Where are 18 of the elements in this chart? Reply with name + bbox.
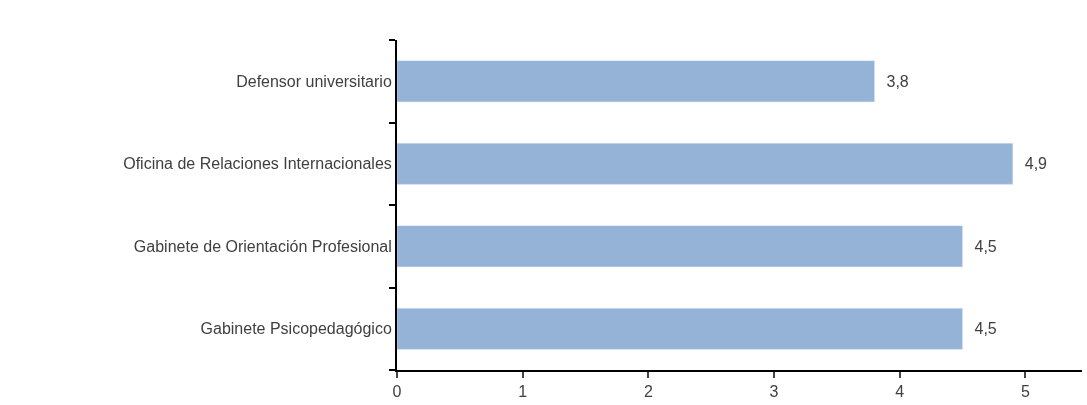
data-label: 4,5	[965, 237, 997, 255]
x-tick-label: 1	[518, 383, 528, 401]
data-label: 4,5	[965, 320, 997, 338]
y-tick-label: Oficina de Relaciones Internacionales	[123, 155, 392, 173]
x-tick-label: 4	[895, 383, 905, 401]
bar	[397, 225, 963, 268]
data-label: 4,9	[1015, 155, 1048, 173]
bar	[397, 142, 1014, 185]
x-tick-label: 3	[769, 383, 779, 401]
y-tick-label: Gabinete Psicopedagógico	[200, 320, 392, 338]
x-tick-label: 0	[392, 383, 402, 401]
bar	[397, 60, 875, 103]
x-tick-label: 5	[1020, 383, 1030, 401]
bar	[397, 307, 963, 350]
x-tick-label: 2	[643, 383, 653, 401]
y-tick-label: Gabinete de Orientación Profesional	[133, 237, 392, 255]
y-tick-label: Defensor universitario	[236, 72, 392, 90]
data-label: 3,8	[877, 72, 909, 90]
